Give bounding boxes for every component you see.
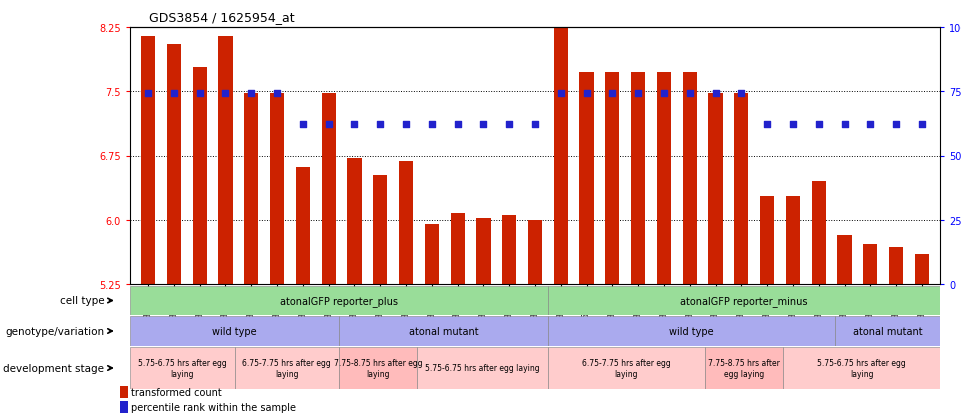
Text: 7.75-8.75 hrs after egg
laying: 7.75-8.75 hrs after egg laying [333,358,423,378]
Text: atonal mutant: atonal mutant [853,326,923,336]
Point [476,121,491,128]
Point [424,121,439,128]
Point [295,121,310,128]
Text: development stage: development stage [3,363,104,373]
Bar [605,73,620,284]
Text: wild type: wild type [670,326,714,336]
Text: wild type: wild type [212,326,257,336]
Bar [477,218,490,284]
Bar [682,73,697,284]
Text: atonalGFP reporter_minus: atonalGFP reporter_minus [680,295,808,306]
Point [863,121,878,128]
Point [914,121,929,128]
Point [630,90,646,97]
Point [192,90,208,97]
Bar [120,401,128,413]
Bar [786,196,801,284]
Point [140,90,156,97]
Text: transformed count: transformed count [131,387,221,397]
Bar [657,73,671,284]
Bar [417,347,548,389]
Text: 5.75-6.75 hrs after egg laying: 5.75-6.75 hrs after egg laying [426,363,540,373]
Point [373,121,388,128]
Bar [760,196,775,284]
Text: 5.75-6.75 hrs after egg
laying: 5.75-6.75 hrs after egg laying [817,358,906,378]
Bar [502,216,516,284]
Point [269,90,284,97]
Bar [579,73,594,284]
Bar [339,316,548,346]
Text: 7.75-8.75 hrs after
egg laying: 7.75-8.75 hrs after egg laying [708,358,780,378]
Bar [322,94,335,284]
Bar [270,94,284,284]
Point [811,121,826,128]
Text: percentile rank within the sample: percentile rank within the sample [131,402,296,412]
Bar [783,347,940,389]
Point [528,121,543,128]
Bar [130,286,548,315]
Bar [548,286,940,315]
Text: 6.75-7.75 hrs after egg
laying: 6.75-7.75 hrs after egg laying [242,358,332,378]
Bar [734,94,749,284]
Point [321,121,336,128]
Point [166,90,182,97]
Point [759,121,775,128]
Text: 6.75-7.75 hrs after egg
laying: 6.75-7.75 hrs after egg laying [582,358,671,378]
Point [733,90,749,97]
Point [218,90,234,97]
Bar [141,36,155,284]
Bar [192,68,207,284]
Text: atonal mutant: atonal mutant [408,326,479,336]
Point [785,121,801,128]
Bar [708,94,723,284]
Bar [548,347,704,389]
Bar [234,347,339,389]
Bar [704,347,783,389]
Bar [837,235,851,284]
Text: genotype/variation: genotype/variation [5,326,104,336]
Bar [548,316,835,346]
Bar [889,247,903,284]
Point [656,90,672,97]
Point [837,121,852,128]
Text: 5.75-6.75 hrs after egg
laying: 5.75-6.75 hrs after egg laying [137,358,227,378]
Text: cell type: cell type [60,296,104,306]
Bar [244,94,259,284]
Point [450,121,465,128]
Bar [425,225,439,284]
Bar [130,316,339,346]
Bar [296,167,310,284]
Point [682,90,698,97]
Text: GDS3854 / 1625954_at: GDS3854 / 1625954_at [149,11,295,24]
Bar [451,214,465,284]
Bar [167,45,181,284]
Point [502,121,517,128]
Point [604,90,620,97]
Bar [218,36,233,284]
Bar [347,159,361,284]
Text: atonalGFP reporter_plus: atonalGFP reporter_plus [280,295,398,306]
Bar [554,19,568,284]
Point [579,90,594,97]
Bar [915,254,929,284]
Bar [863,244,877,284]
Point [708,90,724,97]
Point [889,121,904,128]
Point [554,90,569,97]
Bar [528,220,542,284]
Point [347,121,362,128]
Bar [120,386,128,398]
Point [398,121,413,128]
Bar [835,316,940,346]
Bar [373,176,387,284]
Point [243,90,259,97]
Bar [812,182,825,284]
Bar [631,73,645,284]
Bar [339,347,417,389]
Bar [130,347,234,389]
Bar [399,162,413,284]
